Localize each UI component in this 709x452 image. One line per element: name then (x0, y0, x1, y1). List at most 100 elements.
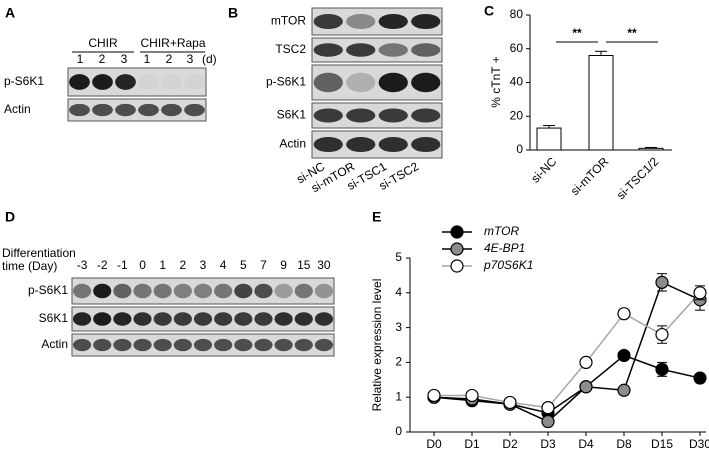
band (153, 338, 172, 352)
lane-title: Differentiation (2, 246, 76, 260)
unit-label: (d) (202, 52, 217, 66)
band (93, 338, 112, 352)
band (73, 338, 92, 352)
band (73, 283, 92, 299)
row-label: mTOR (271, 14, 306, 28)
band (346, 43, 376, 57)
band (113, 283, 132, 299)
band (411, 136, 441, 153)
legend-label: p70S6K1 (483, 258, 533, 272)
lane-label: -2 (97, 258, 108, 272)
lane-label: -3 (77, 258, 88, 272)
lane-label: 7 (260, 258, 267, 272)
marker (617, 348, 631, 363)
bar (638, 147, 664, 151)
band (378, 13, 408, 30)
band (294, 283, 313, 299)
band (234, 312, 253, 326)
band (113, 312, 132, 326)
lane-label: 1 (159, 258, 166, 272)
legend-marker (450, 242, 464, 256)
band (378, 108, 408, 123)
y-tick-label: 5 (395, 250, 402, 264)
lane-label: 1 (144, 52, 151, 66)
band (115, 74, 136, 90)
band (346, 72, 376, 93)
row-label: p-S6K1 (28, 283, 68, 297)
y-tick-label: 1 (395, 389, 402, 403)
band (411, 43, 441, 57)
lane-label: 9 (280, 258, 287, 272)
band (92, 103, 113, 117)
band (314, 283, 333, 299)
band (69, 74, 90, 90)
lane-label: 3 (200, 258, 207, 272)
lane-label: -1 (117, 258, 128, 272)
band (138, 103, 159, 117)
band (184, 74, 205, 90)
band (274, 283, 293, 299)
band (153, 283, 172, 299)
band (313, 136, 343, 153)
band (411, 13, 441, 30)
band (173, 338, 192, 352)
legend-marker (450, 225, 464, 239)
band (346, 108, 376, 123)
legend-label: 4E-BP1 (484, 241, 525, 255)
y-tick-label: 2 (395, 355, 402, 369)
x-tick-label: D2 (502, 437, 518, 451)
x-tick-label: D30 (689, 437, 709, 451)
marker (541, 401, 555, 415)
band (214, 312, 233, 326)
band (234, 338, 253, 352)
band (153, 312, 172, 326)
band (314, 312, 333, 326)
band (313, 43, 343, 57)
band (133, 338, 152, 352)
band (346, 13, 376, 30)
lane-label: 4 (220, 258, 227, 272)
y-tick-label: 3 (395, 320, 402, 334)
band (274, 312, 293, 326)
band (346, 136, 376, 153)
row-label: Actin (4, 102, 31, 116)
marker (579, 355, 593, 369)
y-tick-label: 40 (510, 75, 524, 89)
band (411, 72, 441, 93)
marker (579, 380, 593, 394)
y-tick-label: 4 (395, 285, 402, 299)
marker (503, 395, 517, 410)
band (411, 108, 441, 123)
band (161, 74, 182, 90)
band (173, 283, 192, 299)
x-tick-label: D3 (540, 437, 556, 451)
band (254, 312, 273, 326)
row-label: Actin (41, 337, 68, 351)
lane-label: 30 (317, 258, 331, 272)
bar (588, 55, 614, 151)
band (313, 108, 343, 123)
row-label: Actin (279, 137, 306, 151)
marker (465, 388, 479, 403)
band (173, 312, 192, 326)
lane-label: 2 (180, 258, 187, 272)
band (313, 72, 343, 93)
legend-marker (450, 259, 464, 273)
row-label: S6K1 (277, 108, 307, 122)
band (314, 338, 333, 352)
marker (655, 327, 669, 342)
y-axis-label: Relative expression level (370, 279, 384, 412)
row-label: p-S6K1 (266, 75, 306, 89)
band (214, 338, 233, 352)
annotation: ** (572, 26, 582, 40)
lane-label: 2 (166, 52, 173, 66)
band (93, 312, 112, 326)
y-tick-label: 60 (510, 41, 524, 55)
band (69, 103, 90, 117)
y-tick-label: 80 (510, 7, 524, 21)
band (214, 283, 233, 299)
panel-label: D (5, 209, 15, 225)
panel-label: B (228, 5, 238, 21)
legend-label: mTOR (484, 224, 519, 238)
